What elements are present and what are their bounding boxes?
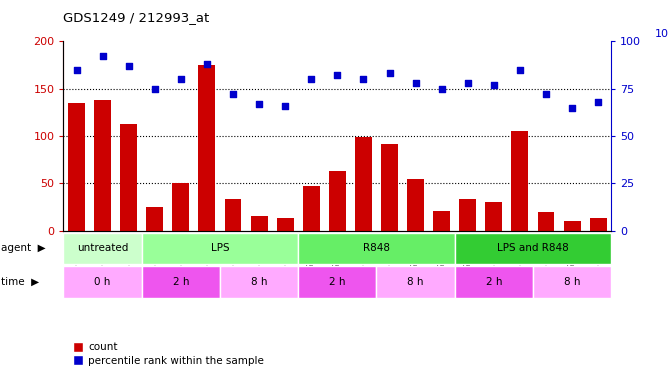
Bar bbox=[298, 266, 377, 298]
Text: LPS and R848: LPS and R848 bbox=[497, 243, 569, 254]
Bar bbox=[455, 232, 611, 264]
Text: time  ▶: time ▶ bbox=[1, 277, 39, 287]
Text: agent  ▶: agent ▶ bbox=[1, 243, 45, 254]
Text: untreated: untreated bbox=[77, 243, 128, 254]
Bar bbox=[198, 65, 215, 231]
Bar bbox=[172, 183, 189, 231]
Text: 2 h: 2 h bbox=[486, 277, 502, 287]
Point bbox=[71, 67, 82, 73]
Bar bbox=[142, 266, 220, 298]
Bar bbox=[512, 131, 528, 231]
Text: R848: R848 bbox=[363, 243, 390, 254]
Point bbox=[410, 80, 421, 86]
Bar bbox=[146, 207, 163, 231]
Point bbox=[254, 101, 265, 107]
Point bbox=[540, 91, 551, 97]
Bar bbox=[142, 232, 298, 264]
Bar bbox=[277, 218, 294, 231]
Bar bbox=[63, 266, 142, 298]
Bar bbox=[298, 232, 455, 264]
Bar bbox=[486, 202, 502, 231]
Point bbox=[462, 80, 473, 86]
Point bbox=[514, 67, 525, 73]
Text: GDS1249 / 212993_at: GDS1249 / 212993_at bbox=[63, 11, 210, 24]
Bar bbox=[455, 266, 533, 298]
Bar bbox=[94, 100, 111, 231]
Point bbox=[566, 105, 577, 111]
Bar bbox=[460, 200, 476, 231]
Bar bbox=[590, 218, 607, 231]
Point bbox=[488, 82, 499, 88]
Bar bbox=[407, 178, 424, 231]
Text: 2 h: 2 h bbox=[172, 277, 189, 287]
Bar bbox=[355, 137, 372, 231]
Point bbox=[202, 61, 212, 67]
Point bbox=[593, 99, 603, 105]
Point bbox=[332, 72, 343, 78]
Point bbox=[280, 103, 291, 109]
Bar bbox=[433, 211, 450, 231]
Bar bbox=[564, 221, 580, 231]
Point bbox=[124, 63, 134, 69]
Bar bbox=[303, 186, 320, 231]
Text: 8 h: 8 h bbox=[407, 277, 424, 287]
Bar bbox=[120, 124, 137, 231]
Bar bbox=[381, 144, 398, 231]
Point bbox=[306, 76, 317, 82]
Text: 8 h: 8 h bbox=[564, 277, 580, 287]
Text: 8 h: 8 h bbox=[251, 277, 267, 287]
Text: 0 h: 0 h bbox=[94, 277, 111, 287]
Text: 100%: 100% bbox=[655, 29, 668, 39]
Bar bbox=[377, 266, 455, 298]
Point bbox=[358, 76, 369, 82]
Text: 2 h: 2 h bbox=[329, 277, 345, 287]
Point bbox=[384, 70, 395, 76]
Bar bbox=[224, 200, 242, 231]
Point bbox=[150, 86, 160, 92]
Bar bbox=[250, 216, 268, 231]
Bar bbox=[538, 211, 554, 231]
Bar bbox=[533, 266, 611, 298]
Legend: count, percentile rank within the sample: count, percentile rank within the sample bbox=[69, 338, 269, 370]
Bar bbox=[220, 266, 298, 298]
Point bbox=[228, 91, 238, 97]
Bar bbox=[329, 171, 346, 231]
Bar bbox=[68, 103, 85, 231]
Point bbox=[436, 86, 447, 92]
Point bbox=[176, 76, 186, 82]
Text: LPS: LPS bbox=[210, 243, 229, 254]
Point bbox=[98, 53, 108, 59]
Bar bbox=[63, 232, 142, 264]
